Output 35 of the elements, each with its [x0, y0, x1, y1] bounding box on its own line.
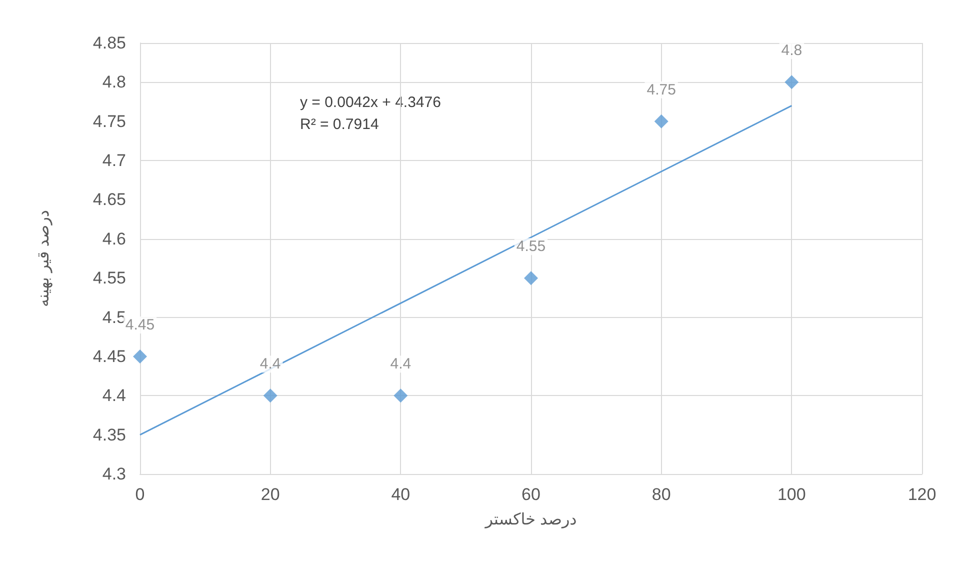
x-axis-title: درصد خاکستر	[484, 512, 577, 528]
point	[784, 75, 799, 90]
annotation: R² = 0.7914	[300, 116, 379, 133]
data-label: 4.55	[516, 238, 546, 256]
data-label: 4.45	[125, 316, 155, 334]
y-tick-label: 4.85	[92, 34, 126, 52]
x-tick-label: 100	[777, 485, 806, 504]
x-tick-label: 0	[135, 485, 145, 504]
y-axis-title: درصد قیر بهینه	[36, 210, 52, 308]
point	[133, 349, 147, 364]
y-tick-label: 4.75	[92, 112, 126, 131]
point	[654, 114, 668, 128]
point	[524, 271, 538, 286]
y-tick-label: 4.35	[92, 425, 126, 444]
point	[394, 388, 408, 403]
y-tick-label: 4.55	[92, 268, 126, 288]
data-label: 4.75	[646, 81, 676, 98]
x-tick-label: 20	[260, 485, 280, 504]
x-tick-label: 80	[652, 485, 671, 504]
x-tick-label: 60	[522, 485, 540, 504]
y-tick-label: 4.8	[102, 72, 126, 92]
x-tick-label: 120	[908, 485, 936, 504]
y-tick-label: 4.5	[102, 308, 126, 327]
y-tick-label: 4.4	[102, 386, 126, 406]
y-tick-label: 4.65	[92, 190, 126, 210]
y-tick-label: 4.45	[92, 346, 126, 366]
point	[263, 388, 278, 403]
x-tick-label: 40	[391, 485, 410, 504]
data-label: 4.4	[390, 356, 412, 373]
y-tick-label: 4.7	[102, 151, 126, 170]
data-label: 4.4	[260, 356, 281, 373]
y-tick-label: 4.3	[102, 464, 126, 484]
annotation: y = 0.0042x + 4.3476	[300, 94, 441, 111]
y-tick-label: 4.6	[102, 229, 126, 248]
data-label: 4.8	[781, 42, 802, 60]
